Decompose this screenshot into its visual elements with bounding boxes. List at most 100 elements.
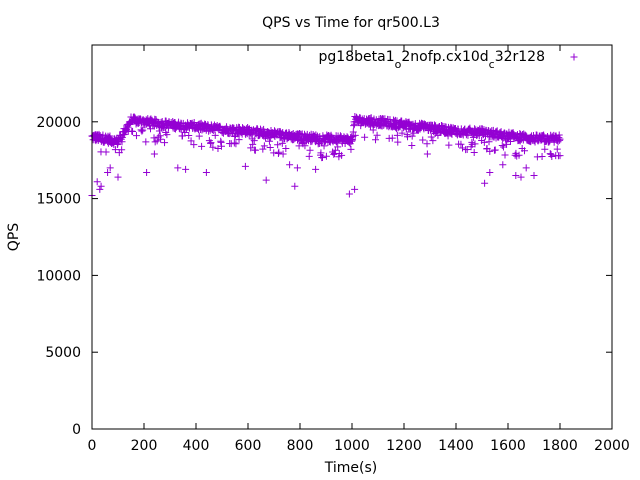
data-point [318, 153, 326, 161]
data-point [548, 152, 556, 160]
data-point [161, 139, 169, 147]
data-point [351, 131, 359, 139]
data-point [475, 132, 483, 140]
data-point [517, 173, 525, 181]
data-point [187, 137, 195, 145]
data-point [106, 164, 114, 172]
data-point [104, 168, 112, 176]
data-point [320, 142, 328, 150]
data-point [139, 126, 147, 134]
data-point [553, 145, 561, 153]
data-point [471, 140, 479, 148]
data-point [241, 162, 249, 170]
data-point [217, 142, 225, 150]
data-point [274, 141, 282, 149]
data-point [410, 129, 418, 137]
data-point [501, 151, 509, 159]
data-point [312, 165, 320, 173]
data-point [419, 136, 427, 144]
x-tick-label: 1400 [438, 438, 474, 454]
y-axis-label: QPS [6, 223, 22, 251]
data-point [486, 147, 494, 155]
data-point [506, 138, 514, 146]
data-point [138, 127, 146, 135]
data-point [301, 142, 309, 150]
axis-ticks: 0 200 400 600 800 1000 1200 1400 1600 1800 2000050… [36, 45, 630, 454]
data-point [265, 137, 273, 145]
data-point [279, 150, 287, 158]
data-point [404, 133, 412, 141]
data-point [423, 150, 431, 158]
chart-title: QPS vs Time for qr500.L3 [262, 15, 440, 31]
legend-label-part: pg18beta1 [319, 49, 395, 65]
data-point [463, 146, 471, 154]
data-point [512, 172, 520, 180]
data-point [259, 145, 267, 153]
data-point [286, 161, 294, 169]
data-point [129, 127, 137, 135]
data-point [150, 150, 158, 158]
data-point [351, 185, 359, 193]
legend-label-part: o [395, 58, 402, 71]
data-point [522, 164, 530, 172]
data-point [278, 139, 286, 147]
data-point [190, 141, 198, 149]
data-point [111, 146, 119, 154]
data-point [306, 146, 314, 154]
data-point [305, 152, 313, 160]
data-point [209, 143, 217, 151]
x-tick-label: 200 [131, 438, 158, 454]
data-point [530, 172, 538, 180]
data-point [282, 144, 290, 152]
data-point [102, 148, 110, 156]
data-point [429, 137, 437, 145]
data-point [211, 131, 219, 139]
data-point [345, 190, 353, 198]
x-tick-label: 1200 [386, 438, 422, 454]
data-point [118, 146, 126, 154]
x-tick-label: 1800 [542, 438, 578, 454]
data-point [445, 141, 453, 149]
data-point [317, 149, 325, 157]
data-point [97, 182, 105, 190]
y-tick-label: 0 [72, 422, 81, 438]
data-point [457, 140, 465, 148]
data-point [230, 139, 238, 147]
data-point [250, 137, 258, 145]
data-point [521, 147, 529, 155]
x-tick-label: 1600 [490, 438, 526, 454]
data-point [330, 150, 338, 158]
data-point [114, 173, 122, 181]
data-point [275, 148, 283, 156]
x-tick-label: 1000 [334, 438, 370, 454]
legend-series-label: pg18beta1o2nofp.cx10dc32r128 [319, 49, 545, 71]
data-point [291, 182, 299, 190]
data-point [338, 151, 346, 159]
data-point [293, 164, 301, 172]
data-point [235, 136, 243, 144]
data-point [143, 168, 151, 176]
data-point [163, 131, 171, 139]
data-point [232, 140, 240, 148]
data-point [481, 179, 489, 187]
data-point [93, 178, 101, 186]
data-point [480, 138, 488, 146]
y-tick-label: 15000 [36, 192, 81, 208]
data-point [459, 144, 466, 152]
data-point [503, 140, 511, 148]
data-point [347, 145, 355, 153]
data-point [195, 132, 203, 140]
y-tick-label: 5000 [45, 345, 81, 361]
data-point [251, 146, 259, 154]
data-point [408, 142, 416, 150]
data-point [322, 152, 330, 160]
legend-label-part: c [489, 58, 495, 71]
data-point [541, 145, 549, 153]
data-point [157, 135, 165, 143]
data-point [398, 129, 406, 137]
legend-marker-glyph [570, 53, 578, 61]
x-tick-label: 400 [183, 438, 210, 454]
data-point [556, 152, 564, 160]
data-point [202, 168, 210, 176]
x-tick-label: 800 [287, 438, 314, 454]
